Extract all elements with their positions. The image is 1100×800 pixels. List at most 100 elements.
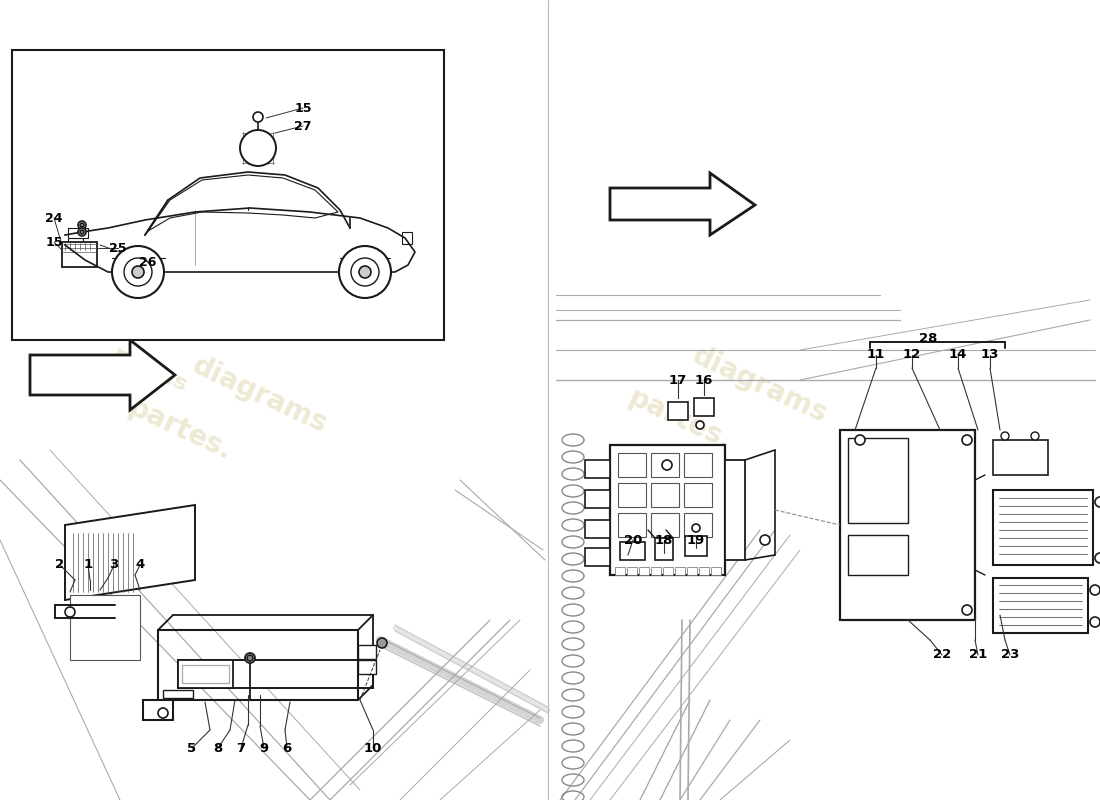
Bar xyxy=(618,513,646,537)
Circle shape xyxy=(78,221,86,229)
Circle shape xyxy=(80,230,84,234)
Bar xyxy=(651,513,679,537)
Polygon shape xyxy=(65,505,195,600)
Circle shape xyxy=(662,460,672,470)
Bar xyxy=(618,483,646,507)
Bar xyxy=(694,398,714,416)
Bar xyxy=(358,660,376,674)
Bar xyxy=(725,460,745,560)
Text: 9: 9 xyxy=(260,742,268,754)
Text: 21: 21 xyxy=(969,649,987,662)
Text: 14: 14 xyxy=(949,349,967,362)
Circle shape xyxy=(245,653,255,663)
Text: 28: 28 xyxy=(918,331,937,345)
Bar xyxy=(178,660,373,688)
Text: piezas: piezas xyxy=(110,344,190,396)
Bar xyxy=(68,228,88,238)
Bar xyxy=(68,238,82,248)
Circle shape xyxy=(855,435,865,445)
Circle shape xyxy=(339,246,390,298)
Text: 13: 13 xyxy=(981,349,999,362)
Bar xyxy=(402,232,412,244)
Bar xyxy=(651,453,679,477)
Text: 15: 15 xyxy=(295,102,311,114)
Bar xyxy=(358,645,376,659)
Bar xyxy=(654,538,673,560)
Text: 1: 1 xyxy=(84,558,92,571)
Bar xyxy=(12,50,444,340)
Bar xyxy=(993,490,1093,565)
Bar xyxy=(684,483,712,507)
Circle shape xyxy=(962,605,972,615)
Bar xyxy=(62,242,97,267)
Bar xyxy=(585,548,611,566)
Text: 15: 15 xyxy=(45,235,63,249)
Text: 16: 16 xyxy=(695,374,713,386)
Text: 19: 19 xyxy=(686,534,705,546)
Circle shape xyxy=(240,130,276,166)
Bar xyxy=(639,567,649,575)
Bar xyxy=(684,513,712,537)
Bar xyxy=(178,660,233,688)
Circle shape xyxy=(1001,432,1009,440)
Bar xyxy=(182,665,229,683)
Text: 26: 26 xyxy=(140,255,156,269)
Text: partes.: partes. xyxy=(624,384,737,456)
Bar xyxy=(993,578,1088,633)
Text: 8: 8 xyxy=(213,742,222,754)
Text: 27: 27 xyxy=(295,119,311,133)
Bar xyxy=(848,535,908,575)
Text: 23: 23 xyxy=(1001,649,1020,662)
Text: diagrams: diagrams xyxy=(688,342,832,429)
Bar xyxy=(585,490,611,508)
Circle shape xyxy=(692,524,700,532)
Text: 24: 24 xyxy=(45,211,63,225)
Bar xyxy=(651,483,679,507)
Bar xyxy=(651,567,661,575)
Circle shape xyxy=(78,228,86,236)
Bar xyxy=(675,567,685,575)
Bar xyxy=(685,536,707,556)
Text: 2: 2 xyxy=(55,558,65,571)
Text: 25: 25 xyxy=(109,242,126,254)
Text: 6: 6 xyxy=(283,742,292,754)
Bar xyxy=(688,567,697,575)
Polygon shape xyxy=(610,173,755,235)
Circle shape xyxy=(1090,617,1100,627)
Bar xyxy=(620,542,645,560)
Text: 3: 3 xyxy=(109,558,119,571)
Text: 20: 20 xyxy=(624,534,642,546)
Text: 7: 7 xyxy=(236,742,245,754)
Bar xyxy=(668,402,688,420)
Polygon shape xyxy=(30,340,175,410)
Bar xyxy=(840,430,975,620)
Bar xyxy=(585,460,611,478)
Text: 4: 4 xyxy=(135,558,144,571)
Circle shape xyxy=(80,223,84,227)
Circle shape xyxy=(248,655,253,661)
Circle shape xyxy=(132,266,144,278)
Bar xyxy=(684,453,712,477)
Circle shape xyxy=(112,246,164,298)
Bar xyxy=(627,567,637,575)
Text: 5: 5 xyxy=(187,742,197,754)
Circle shape xyxy=(696,421,704,429)
Circle shape xyxy=(253,112,263,122)
Text: 10: 10 xyxy=(364,742,382,754)
Text: 22: 22 xyxy=(933,649,952,662)
Bar xyxy=(618,453,646,477)
Bar xyxy=(163,690,192,698)
Text: 18: 18 xyxy=(654,534,673,546)
Bar xyxy=(663,567,673,575)
Circle shape xyxy=(377,638,387,648)
Bar xyxy=(698,567,710,575)
Text: partes.: partes. xyxy=(123,394,236,466)
Circle shape xyxy=(962,435,972,445)
Bar xyxy=(711,567,720,575)
Text: 11: 11 xyxy=(867,349,886,362)
Circle shape xyxy=(1031,432,1040,440)
Circle shape xyxy=(124,258,152,286)
Bar xyxy=(70,595,140,660)
Bar xyxy=(610,445,725,575)
Bar xyxy=(585,520,611,538)
